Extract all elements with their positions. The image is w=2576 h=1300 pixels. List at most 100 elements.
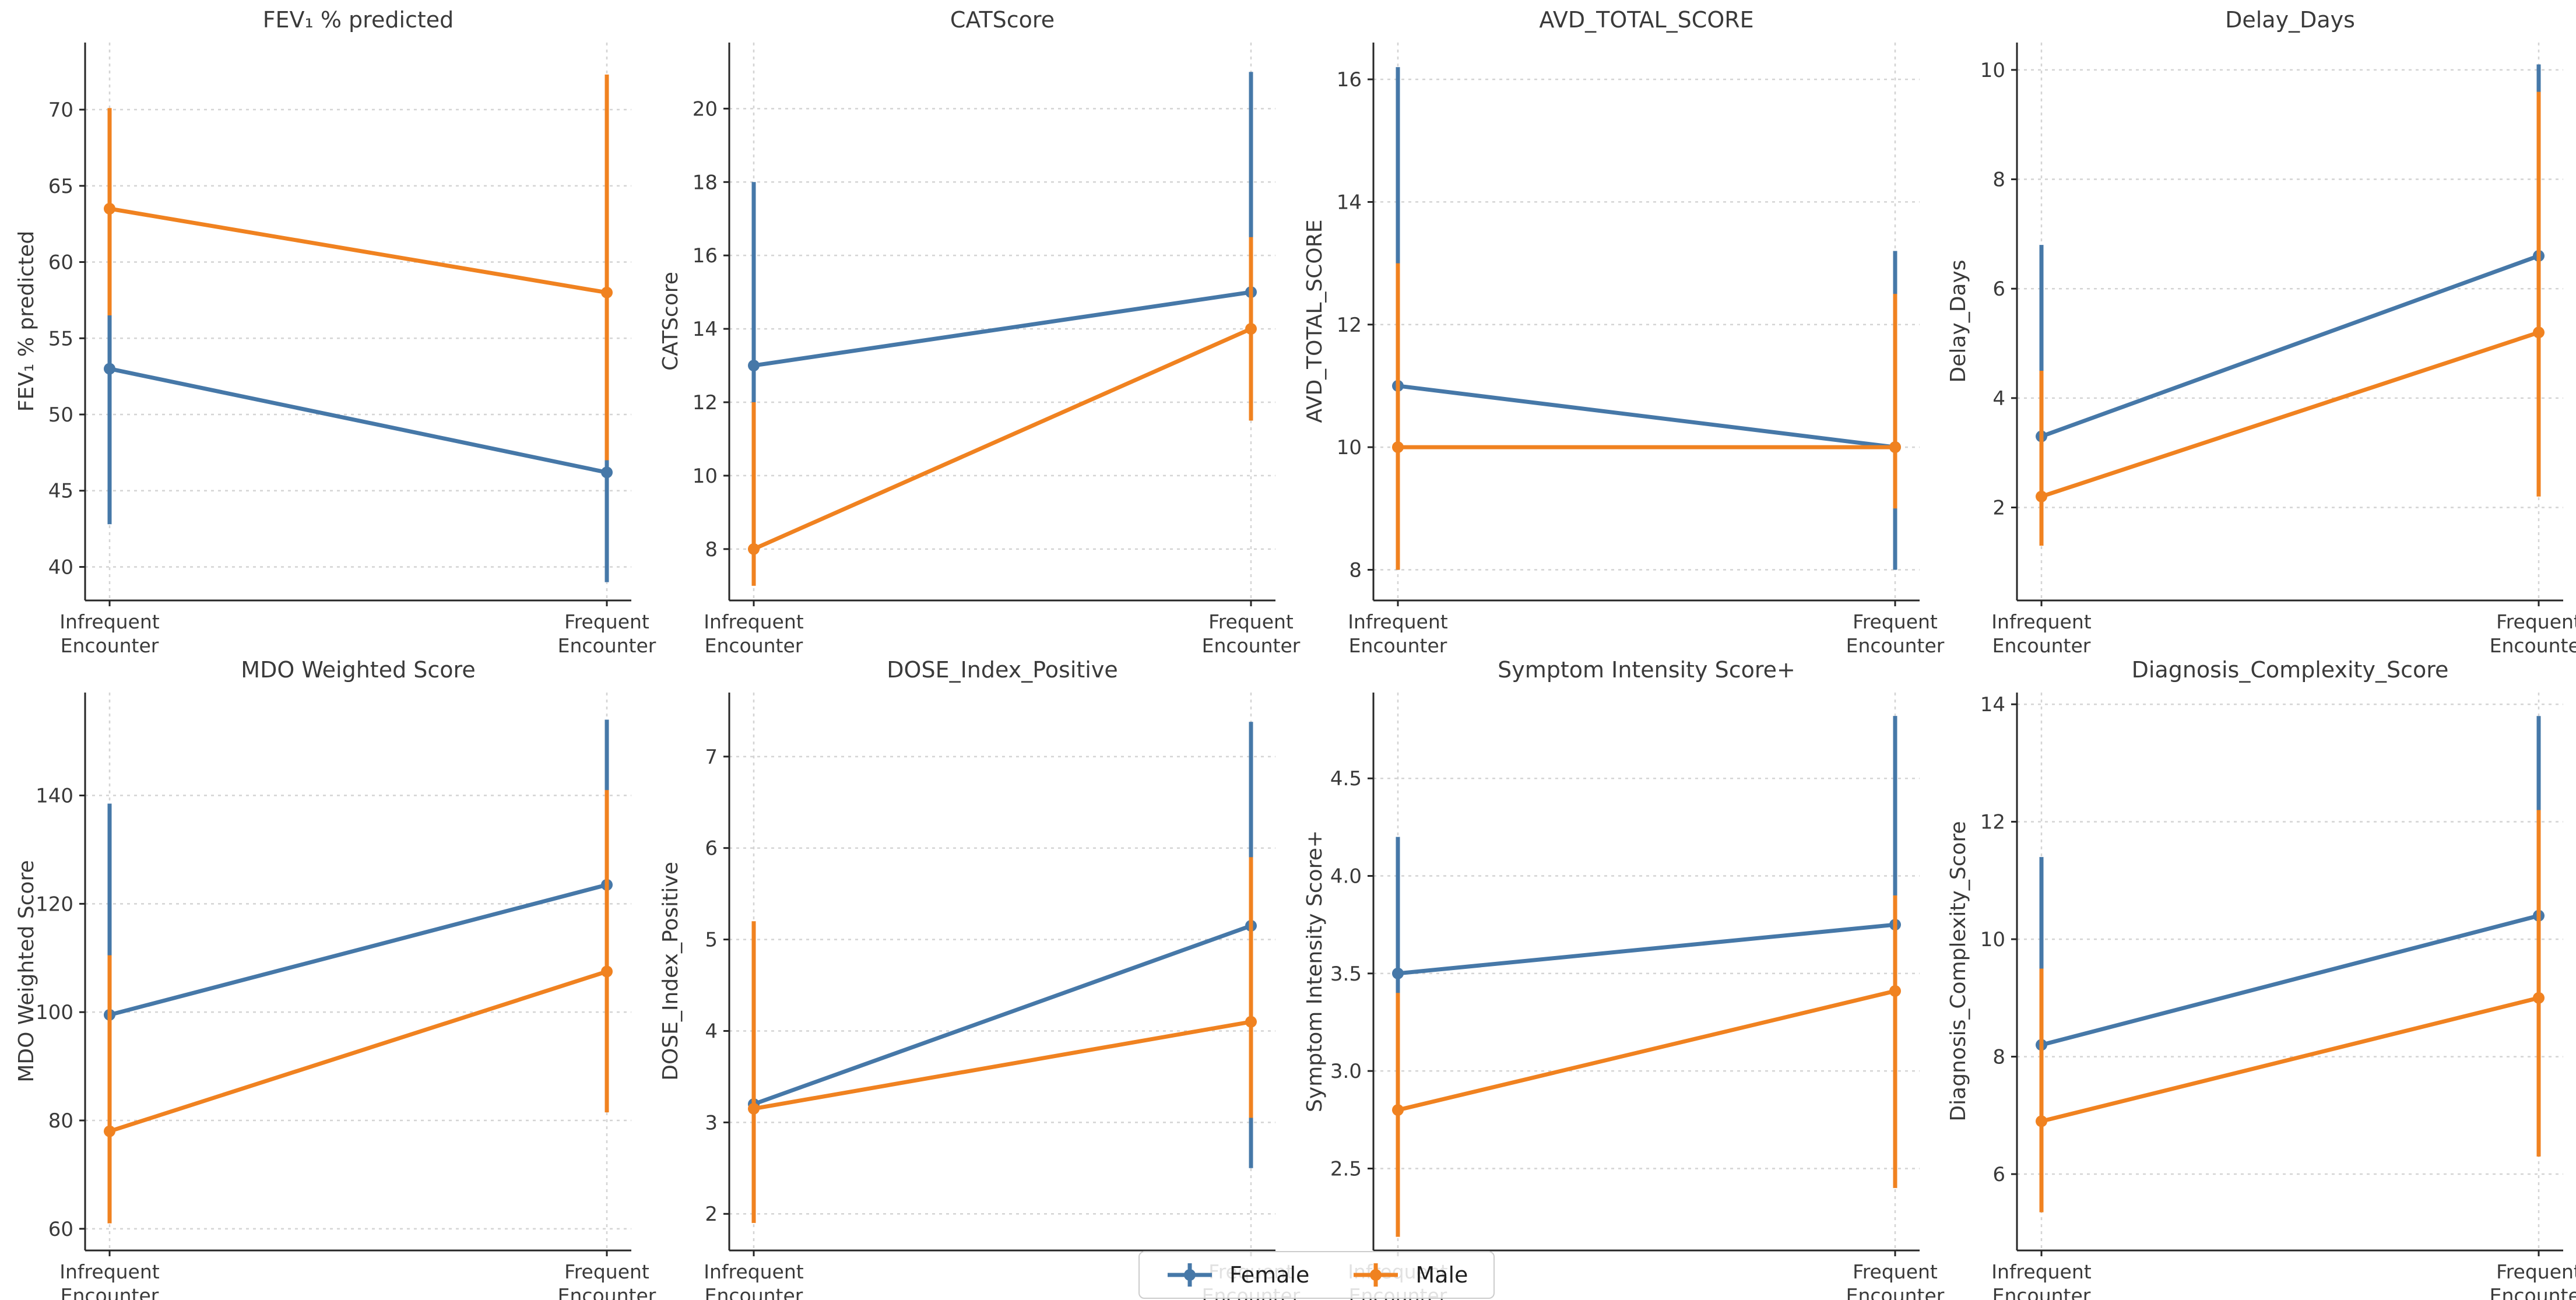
- male-point: [2036, 490, 2047, 503]
- y-tick-label: 6: [1992, 277, 2005, 301]
- y-tick-label: 3.5: [1330, 962, 1362, 986]
- y-tick-label: 4.5: [1330, 767, 1362, 790]
- y-tick-label: 14: [1980, 693, 2005, 716]
- male-line: [2041, 996, 2539, 1123]
- male-pointplot-marker-icon: [1354, 1263, 1398, 1287]
- y-tick-label: 65: [48, 175, 73, 198]
- y-tick-label: 10: [1980, 59, 2005, 82]
- male-point: [748, 1102, 760, 1115]
- male-point: [1245, 323, 1257, 335]
- y-tick-label: 4.0: [1330, 865, 1362, 888]
- y-tick-label: 60: [48, 251, 73, 275]
- chart-title: Diagnosis_Complexity_Score: [2131, 657, 2449, 683]
- y-tick-label: 16: [1337, 68, 1362, 92]
- female-point: [601, 466, 613, 479]
- y-tick-label: 70: [48, 99, 73, 122]
- chart-title: AVD_TOTAL_SCORE: [1539, 7, 1754, 33]
- subplot-symptom-intensity-score: Symptom Intensity Score+ Symptom Intensi…: [1288, 650, 1945, 1300]
- y-tick-label: 55: [48, 327, 73, 350]
- male-point: [2533, 992, 2545, 1004]
- subplot-dose-index-positive: DOSE_Index_Positive DOSE_Index_Positive …: [644, 650, 1301, 1300]
- male-line: [753, 1020, 1252, 1111]
- y-tick-label: 3.0: [1330, 1060, 1362, 1083]
- chart-title: FEV₁ % predicted: [262, 7, 454, 33]
- subplot-diagnosis-complexity-score: Diagnosis_Complexity_Score Diagnosis_Com…: [1932, 650, 2576, 1300]
- y-tick-label: 140: [36, 785, 73, 808]
- y-tick-label: 6: [705, 837, 718, 860]
- female-pointplot-marker-icon: [1168, 1263, 1212, 1287]
- female-point: [104, 363, 115, 375]
- y-tick-label: 8: [705, 538, 718, 561]
- legend-item-female: Female: [1165, 1261, 1309, 1289]
- male-point: [601, 286, 613, 298]
- chart-title: CATScore: [950, 7, 1055, 33]
- legend-label-male: Male: [1415, 1262, 1468, 1288]
- y-tick-label: 3: [705, 1111, 718, 1134]
- male-line: [753, 326, 1252, 551]
- plot-area: 8 10 12 14 16 Infrequent Encounter Frequent Enco…: [1337, 43, 1945, 657]
- female-point: [748, 360, 760, 372]
- y-tick-label: 50: [48, 403, 73, 427]
- legend-item-male: Male: [1351, 1261, 1468, 1289]
- male-point: [1889, 985, 1901, 997]
- male-point: [104, 1125, 115, 1137]
- y-tick-label: 80: [48, 1109, 73, 1133]
- plot-area: 40 45 50 55 60 65 70 Infrequent Encounter Frequen…: [48, 43, 656, 657]
- y-tick-label: 2.5: [1330, 1157, 1362, 1180]
- y-tick-label: 45: [48, 480, 73, 503]
- female-line: [109, 367, 607, 475]
- y-tick-label: 2: [1992, 497, 2005, 520]
- plot-area: 2 4 6 8 10 Infrequent Encounter Frequent Encount…: [1980, 43, 2576, 657]
- y-tick-label: 10: [693, 465, 718, 488]
- y-tick-label: 8: [1992, 1046, 2005, 1069]
- legend-label-female: Female: [1229, 1262, 1310, 1288]
- male-point: [1392, 1104, 1404, 1116]
- male-point: [1392, 441, 1404, 454]
- y-tick-label: 8: [1992, 168, 2005, 192]
- y-tick-label: 40: [48, 556, 73, 579]
- subplot-catscore: CATScore CATScore 8 10 12 14 16 18 20 Infrequen…: [644, 0, 1301, 657]
- y-tick-label: 6: [1992, 1163, 2005, 1186]
- male-line: [108, 969, 608, 1133]
- y-tick-label: 12: [1337, 314, 1362, 337]
- y-tick-label: 60: [48, 1218, 73, 1241]
- plot-area: 8 10 12 14 16 18 20 Infrequent Encounter Frequent…: [693, 43, 1301, 657]
- subplot-avd-total-score: AVD_TOTAL_SCORE AVD_TOTAL_SCORE 8 10 12 14 1…: [1288, 0, 1945, 657]
- female-line: [753, 290, 1252, 368]
- y-tick-label: 12: [693, 391, 718, 414]
- y-tick-label: 10: [1980, 928, 2005, 951]
- male-point: [104, 203, 115, 215]
- female-line: [2040, 254, 2540, 438]
- y-tick-label: 14: [693, 318, 718, 341]
- plot-area: 6 8 10 12 14 Infrequent Encounter Frequent Encou…: [1980, 693, 2576, 1300]
- chart-title: MDO Weighted Score: [241, 657, 476, 683]
- male-point: [1245, 1016, 1257, 1028]
- y-tick-label: 20: [693, 97, 718, 121]
- subplot-mdo-weighted-score: MDO Weighted Score MDO Weighted Score 60…: [0, 650, 656, 1300]
- male-point: [1889, 441, 1901, 454]
- chart-title: DOSE_Index_Positive: [887, 657, 1118, 683]
- y-tick-label: 4: [705, 1020, 718, 1043]
- male-point: [2036, 1115, 2047, 1127]
- y-tick-label: 12: [1980, 811, 2005, 834]
- female-point: [1392, 967, 1404, 979]
- male-line: [1397, 989, 1896, 1112]
- y-tick-label: 100: [36, 1001, 73, 1024]
- male-line: [2040, 330, 2540, 499]
- plot-area: 60 80 100 120 140 Infrequent Encounter Frequent…: [36, 693, 656, 1300]
- y-tick-label: 4: [1992, 387, 2005, 410]
- male-point: [748, 543, 760, 555]
- y-tick-label: 2: [705, 1203, 718, 1226]
